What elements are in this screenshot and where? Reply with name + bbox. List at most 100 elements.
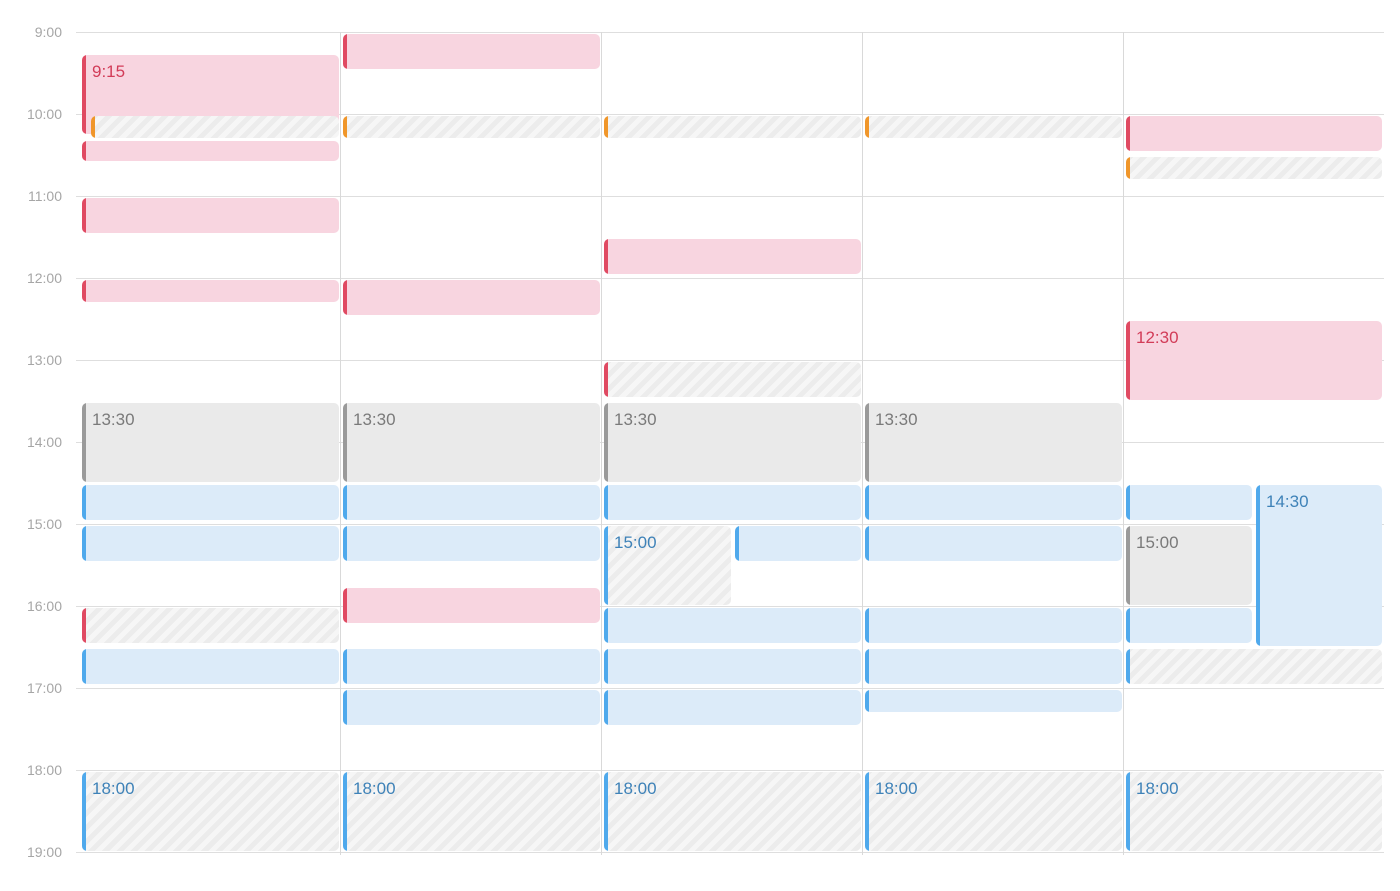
calendar-event[interactable]: 13:30 xyxy=(865,403,1122,482)
calendar-event[interactable] xyxy=(1126,116,1382,152)
event-color-bar xyxy=(604,485,608,521)
calendar-event[interactable] xyxy=(604,608,861,644)
hour-gridline xyxy=(76,278,1384,279)
event-color-bar xyxy=(604,608,608,644)
calendar-event[interactable] xyxy=(343,116,600,138)
event-time-label: 13:30 xyxy=(92,410,135,429)
calendar-event[interactable] xyxy=(865,690,1122,712)
calendar-event[interactable] xyxy=(865,526,1122,562)
calendar-event[interactable] xyxy=(82,140,339,161)
event-color-bar xyxy=(343,772,347,851)
event-color-bar xyxy=(343,403,347,482)
calendar-event[interactable]: 13:30 xyxy=(343,403,600,482)
event-color-bar xyxy=(343,690,347,726)
event-time-label: 18:00 xyxy=(1136,779,1179,798)
event-color-bar xyxy=(91,116,95,138)
event-color-bar xyxy=(604,690,608,726)
event-time-label: 13:30 xyxy=(614,410,657,429)
day-column-divider xyxy=(340,32,341,855)
hour-gridline xyxy=(76,32,1384,33)
event-color-bar xyxy=(82,485,86,521)
event-time-label: 12:30 xyxy=(1136,328,1179,347)
event-color-bar xyxy=(1126,157,1130,179)
hour-gridline xyxy=(76,688,1384,689)
calendar-event[interactable] xyxy=(343,690,600,726)
calendar-event[interactable] xyxy=(82,280,339,302)
calendar-event[interactable]: 18:00 xyxy=(1126,772,1382,851)
event-time-label: 18:00 xyxy=(614,779,657,798)
event-color-bar xyxy=(1126,485,1130,521)
hour-label: 10:00 xyxy=(26,106,62,122)
event-color-bar xyxy=(82,608,86,644)
event-color-bar xyxy=(1126,116,1130,152)
calendar-event[interactable]: 14:30 xyxy=(1256,485,1382,646)
event-color-bar xyxy=(1126,608,1130,644)
calendar-event[interactable]: 18:00 xyxy=(82,772,339,851)
calendar-event[interactable] xyxy=(82,198,339,234)
event-color-bar xyxy=(865,526,869,562)
event-color-bar xyxy=(343,587,347,623)
event-color-bar xyxy=(82,198,86,234)
calendar-event[interactable] xyxy=(1126,485,1252,521)
event-color-bar xyxy=(1126,321,1130,400)
hour-label: 12:00 xyxy=(26,270,62,286)
event-color-bar xyxy=(865,608,869,644)
calendar-event[interactable]: 18:00 xyxy=(865,772,1122,851)
event-color-bar xyxy=(82,54,86,134)
calendar-event[interactable]: 13:30 xyxy=(82,403,339,482)
event-color-bar xyxy=(865,116,869,138)
calendar-event[interactable]: 18:00 xyxy=(604,772,861,851)
calendar-event[interactable] xyxy=(1126,649,1382,685)
calendar-event[interactable] xyxy=(82,526,339,562)
event-color-bar xyxy=(604,239,608,275)
event-color-bar xyxy=(1126,772,1130,851)
calendar-event[interactable]: 18:00 xyxy=(343,772,600,851)
calendar-event[interactable]: 15:00 xyxy=(604,526,731,605)
calendar-event[interactable] xyxy=(604,116,861,138)
calendar-event[interactable]: 12:30 xyxy=(1126,321,1382,400)
event-color-bar xyxy=(343,34,347,70)
calendar-event[interactable] xyxy=(343,587,600,623)
event-color-bar xyxy=(604,116,608,138)
calendar-event[interactable]: 13:30 xyxy=(604,403,861,482)
event-color-bar xyxy=(343,526,347,562)
event-color-bar xyxy=(343,116,347,138)
hour-gridline xyxy=(76,196,1384,197)
calendar-event[interactable] xyxy=(1126,157,1382,179)
calendar-event[interactable] xyxy=(604,690,861,726)
calendar-event[interactable] xyxy=(865,608,1122,644)
event-time-label: 18:00 xyxy=(875,779,918,798)
hour-label: 15:00 xyxy=(26,516,62,532)
calendar-event[interactable] xyxy=(343,280,600,316)
calendar-event[interactable] xyxy=(865,649,1122,685)
calendar-event[interactable] xyxy=(865,116,1122,138)
calendar-event[interactable] xyxy=(604,239,861,275)
calendar-event[interactable] xyxy=(91,116,339,138)
hour-label: 9:00 xyxy=(34,24,62,40)
event-color-bar xyxy=(604,772,608,851)
calendar-event[interactable] xyxy=(343,649,600,685)
event-color-bar xyxy=(82,649,86,685)
calendar-event[interactable]: 15:00 xyxy=(1126,526,1252,605)
calendar-event[interactable] xyxy=(343,34,600,70)
calendar-event[interactable] xyxy=(735,526,861,562)
calendar-event[interactable] xyxy=(865,485,1122,521)
event-color-bar xyxy=(865,403,869,482)
calendar-event[interactable] xyxy=(604,649,861,685)
event-time-label: 18:00 xyxy=(353,779,396,798)
hour-label: 16:00 xyxy=(26,598,62,614)
hour-gridline xyxy=(76,114,1384,115)
event-color-bar xyxy=(82,140,86,161)
calendar-event[interactable] xyxy=(604,485,861,521)
calendar-event[interactable] xyxy=(343,485,600,521)
calendar-event[interactable] xyxy=(604,362,861,398)
calendar-event[interactable] xyxy=(1126,608,1252,644)
calendar-event[interactable] xyxy=(82,608,339,644)
calendar-event[interactable] xyxy=(82,649,339,685)
calendar-event[interactable] xyxy=(343,526,600,562)
hour-gridline xyxy=(76,524,1384,525)
day-column-divider xyxy=(601,32,602,855)
event-time-label: 14:30 xyxy=(1266,492,1309,511)
calendar-event[interactable] xyxy=(82,485,339,521)
hour-label: 11:00 xyxy=(28,188,62,204)
